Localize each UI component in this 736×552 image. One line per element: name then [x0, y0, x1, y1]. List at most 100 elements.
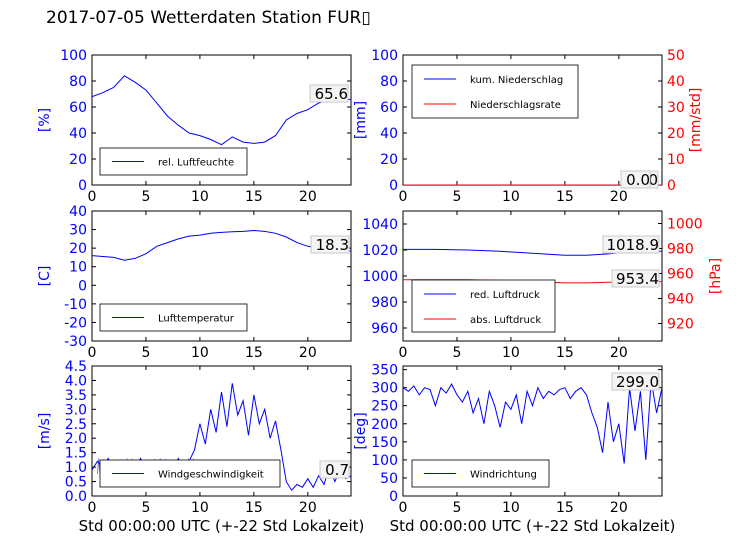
y-tick-label: 80 [380, 74, 398, 90]
x-tick-label: 5 [452, 500, 461, 516]
x-tick-label: 0 [88, 500, 97, 516]
y-tick-label: 960 [371, 321, 398, 337]
y2-tick-label: 920 [667, 317, 694, 333]
x-tick-label: 10 [502, 500, 520, 516]
x-tick-label: 5 [141, 500, 150, 516]
value-label: 299.0 [616, 373, 659, 391]
x-tick-label: 20 [610, 345, 628, 361]
legend-label: kum. Niederschlag [470, 75, 563, 86]
y-tick-label: 4.0 [65, 373, 87, 389]
x-tick-label: 10 [502, 189, 520, 205]
value-label: 18.3 [316, 236, 349, 254]
y-tick-label: 2.0 [65, 431, 87, 447]
x-tick-label: 20 [610, 500, 628, 516]
series-line-humidity-0 [92, 75, 351, 146]
x-tick-label: 20 [299, 345, 317, 361]
legend-temperature: Lufttemperatur [99, 303, 248, 332]
y-axis-label: [deg] [353, 412, 369, 449]
value-label-box [611, 372, 660, 391]
y-tick-label: -10 [64, 297, 87, 313]
x-tick-label: 10 [502, 345, 520, 361]
x-tick-label: 10 [191, 189, 209, 205]
y-tick-label: 100 [371, 48, 398, 64]
y-tick-label: 50 [380, 471, 398, 487]
x-tick-label: 10 [191, 500, 209, 516]
y-tick-label: -20 [64, 315, 87, 331]
y-tick-label: 60 [69, 100, 87, 116]
x-tick-label: 20 [610, 189, 628, 205]
y2-tick-label: 10 [667, 152, 685, 168]
y-tick-label: 1000 [362, 269, 398, 285]
legend-box [411, 64, 579, 119]
legend-label: Windrichtung [470, 470, 537, 481]
y2-tick-label: 30 [667, 100, 685, 116]
y-tick-label: 10 [69, 260, 87, 276]
y-tick-label: 100 [371, 453, 398, 469]
x-axis-label: Std 00:00:00 UTC (+-22 Std Lokalzeit) [390, 517, 676, 535]
y-tick-label: 150 [371, 435, 398, 451]
x-tick-label: 0 [399, 345, 408, 361]
x-tick-label: 10 [191, 345, 209, 361]
x-tick-label: 15 [556, 500, 574, 516]
value-label-box [611, 269, 660, 288]
x-tick-label: 0 [399, 189, 408, 205]
legend-label: Niederschlagsrate [470, 100, 561, 111]
y-tick-label: 40 [69, 204, 87, 220]
y-tick-label: 300 [371, 381, 398, 397]
y-axis-label: [C] [37, 266, 53, 287]
y-tick-label: 100 [60, 48, 87, 64]
x-tick-label: 0 [88, 345, 97, 361]
y-tick-label: 40 [69, 126, 87, 142]
y-tick-label: 3.5 [65, 388, 87, 404]
x-axis-label: Std 00:00:00 UTC (+-22 Std Lokalzeit) [79, 517, 365, 535]
y-tick-label: 20 [69, 152, 87, 168]
panel-humidity: 0 5 10 15 20 0 20 40 60 80 100 [%] 65.6 rel. Luftfeuc… [37, 48, 352, 205]
y-tick-label: 20 [69, 241, 87, 257]
y-tick-label: -30 [64, 334, 87, 350]
legend-humidity: rel. Luftfeuchte [99, 147, 248, 176]
x-tick-label: 15 [556, 189, 574, 205]
y2-tick-label: 40 [667, 74, 685, 90]
y-tick-label: 0 [78, 278, 87, 294]
y-axis-label: [%] [37, 108, 53, 132]
value-label-box [319, 460, 350, 479]
y-tick-label: 1040 [362, 217, 398, 233]
y-tick-label: 4.5 [65, 359, 87, 375]
value-label-box [309, 84, 349, 103]
y-axis-label: [mm] [353, 101, 369, 139]
x-tick-label: 15 [245, 189, 263, 205]
panel-windspeed: 0 5 10 15 20 0.00.51.01.52.02.53.03.54.04.5 [m… [37, 359, 352, 516]
x-tick-label: 5 [452, 189, 461, 205]
value-label: 0.7 [325, 461, 349, 479]
series-line-winddir-0 [403, 380, 662, 464]
legend-label: red. Luftdruck [470, 290, 540, 301]
panel-pressure: 0 5 10 15 20 960 980 1000 1020 1040 920 940 960 980 10… [362, 210, 724, 361]
y-tick-label: 60 [380, 100, 398, 116]
y-tick-label: 980 [371, 295, 398, 311]
value-label: 65.6 [315, 85, 348, 103]
legend-box [411, 279, 556, 333]
panel-precip: 0 5 10 15 20 0 20 40 60 80 100 0 10 20 30 40 50 [mm] [mm/s… [353, 48, 704, 205]
y-tick-label: 1020 [362, 243, 398, 259]
x-tick-label: 0 [88, 189, 97, 205]
y2-tick-label: 960 [667, 267, 694, 283]
legend-label: Windgeschwindigkeit [158, 470, 264, 481]
x-tick-label: 5 [141, 345, 150, 361]
y-tick-label: 80 [69, 74, 87, 90]
y2-axis-label: [mm/std] [688, 88, 704, 153]
y-tick-label: 3.0 [65, 402, 87, 418]
value-label: 953.4 [616, 270, 659, 288]
legend-windspeed: Windgeschwindigkeit [99, 459, 281, 488]
y-tick-label: 0 [389, 178, 398, 194]
value-label-box [310, 235, 350, 254]
legend-pressure: red. Luftdruck abs. Luftdruck [411, 279, 556, 333]
legend-label: abs. Luftdruck [470, 315, 541, 326]
value-label-box [620, 170, 651, 189]
x-tick-label: 5 [452, 345, 461, 361]
value-label-box [602, 235, 660, 254]
y-tick-label: 0 [389, 489, 398, 505]
y2-tick-label: 20 [667, 126, 685, 142]
y-tick-label: 250 [371, 399, 398, 415]
y-axis-label: [m/s] [37, 413, 53, 450]
